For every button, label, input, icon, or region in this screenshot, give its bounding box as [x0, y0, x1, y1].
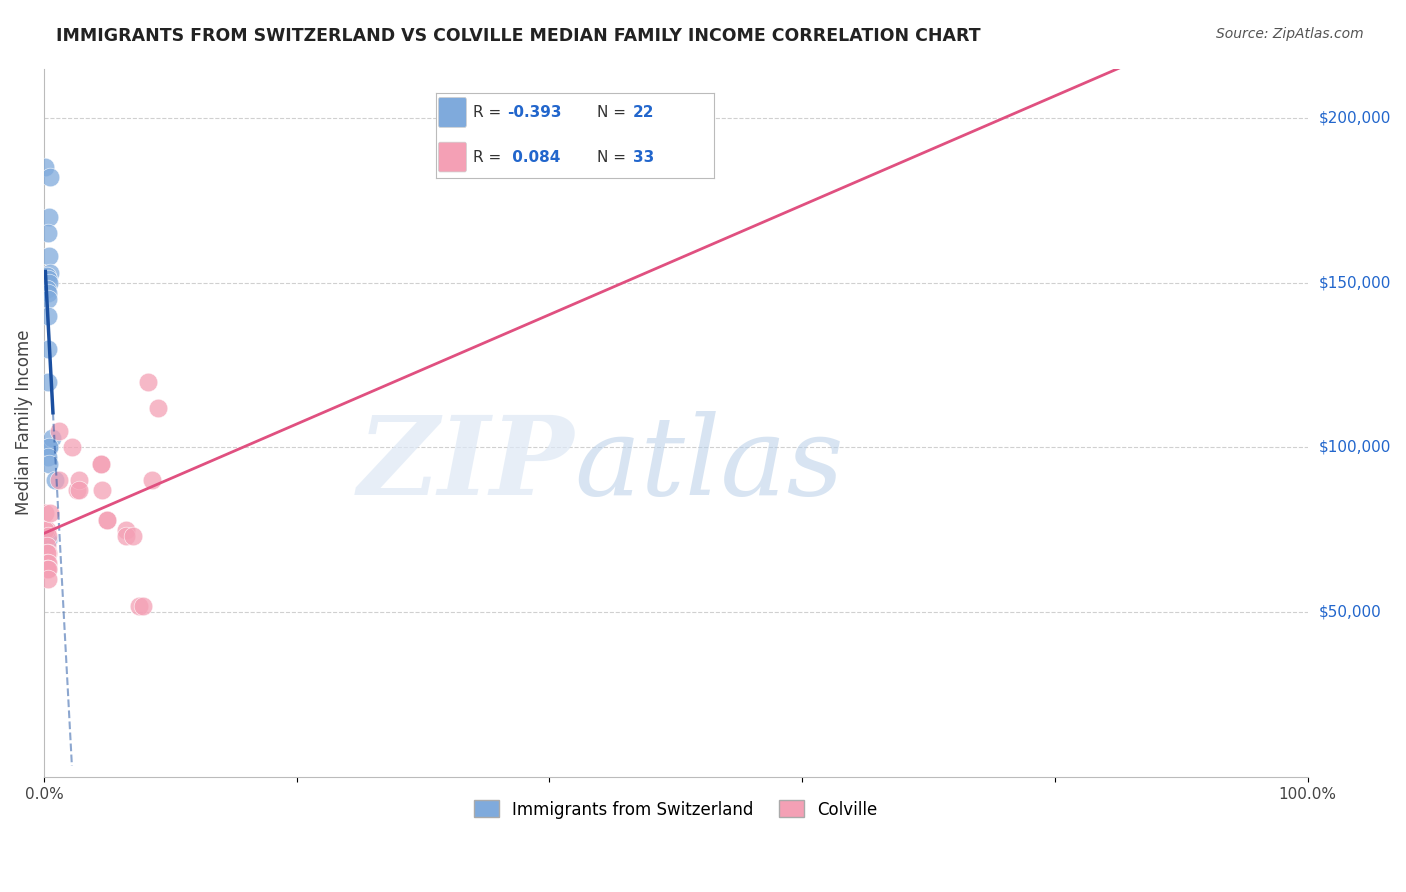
- Point: [121, 529, 143, 543]
- Point: [38, 276, 60, 290]
- Point: [35, 562, 58, 576]
- Point: [38, 441, 60, 455]
- Point: [96, 513, 118, 527]
- Point: [35, 546, 58, 560]
- Legend: Immigrants from Switzerland, Colville: Immigrants from Switzerland, Colville: [468, 794, 884, 825]
- Point: [90, 457, 112, 471]
- Point: [66, 483, 89, 498]
- Point: [37, 533, 59, 547]
- Point: [37, 562, 59, 576]
- Y-axis label: Median Family Income: Median Family Income: [15, 330, 32, 516]
- Point: [37, 529, 59, 543]
- Point: [35, 539, 58, 553]
- Point: [37, 285, 59, 300]
- Point: [39, 506, 62, 520]
- Point: [35, 282, 58, 296]
- Point: [141, 474, 163, 488]
- Point: [37, 309, 59, 323]
- Point: [41, 430, 63, 444]
- Point: [96, 513, 118, 527]
- Point: [34, 161, 56, 175]
- Point: [34, 523, 56, 537]
- Point: [35, 523, 58, 537]
- Point: [39, 266, 62, 280]
- Point: [37, 450, 59, 465]
- Point: [37, 572, 59, 586]
- Point: [37, 562, 59, 576]
- Point: [37, 272, 59, 286]
- Point: [60, 441, 83, 455]
- Point: [37, 556, 59, 570]
- Point: [128, 599, 150, 613]
- Point: [136, 375, 159, 389]
- Point: [37, 292, 59, 306]
- Text: $100,000: $100,000: [1319, 440, 1391, 455]
- Point: [38, 457, 60, 471]
- Text: IMMIGRANTS FROM SWITZERLAND VS COLVILLE MEDIAN FAMILY INCOME CORRELATION CHART: IMMIGRANTS FROM SWITZERLAND VS COLVILLE …: [56, 27, 981, 45]
- Point: [35, 269, 58, 284]
- Point: [34, 506, 56, 520]
- Text: $50,000: $50,000: [1319, 605, 1381, 620]
- Point: [38, 210, 60, 224]
- Point: [48, 474, 70, 488]
- Point: [131, 599, 153, 613]
- Point: [115, 529, 138, 543]
- Point: [35, 556, 58, 570]
- Point: [39, 170, 62, 185]
- Point: [69, 474, 91, 488]
- Point: [69, 483, 91, 498]
- Point: [37, 226, 59, 240]
- Point: [115, 523, 138, 537]
- Text: $200,000: $200,000: [1319, 111, 1391, 126]
- Point: [48, 424, 70, 438]
- Point: [44, 474, 66, 488]
- Point: [90, 457, 112, 471]
- Point: [38, 249, 60, 263]
- Point: [38, 441, 60, 455]
- Point: [37, 375, 59, 389]
- Text: Source: ZipAtlas.com: Source: ZipAtlas.com: [1216, 27, 1364, 41]
- Text: atlas: atlas: [575, 411, 845, 519]
- Point: [37, 342, 59, 356]
- Text: ZIP: ZIP: [359, 411, 575, 519]
- Point: [146, 401, 169, 415]
- Point: [91, 483, 114, 498]
- Text: $150,000: $150,000: [1319, 275, 1391, 290]
- Point: [37, 546, 59, 560]
